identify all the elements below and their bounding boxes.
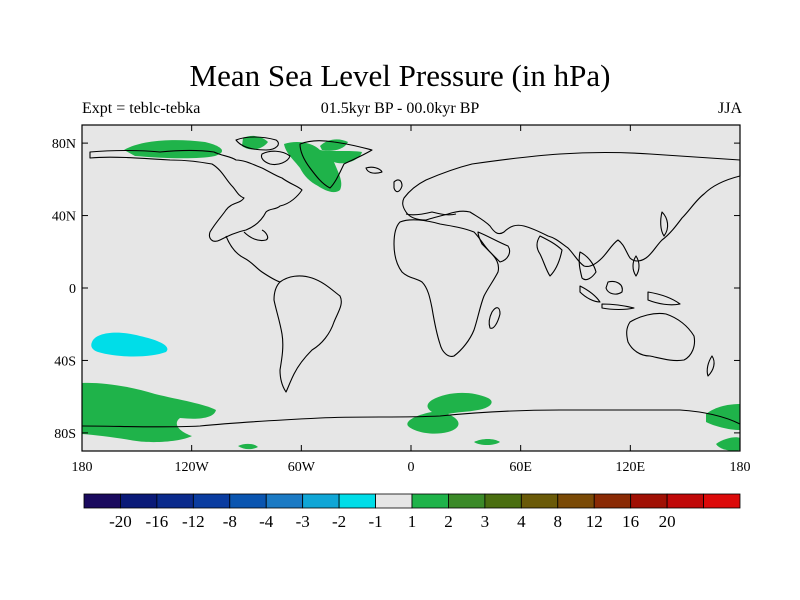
colorbar-label: 16 (622, 512, 639, 531)
coastline-arabia (477, 231, 511, 263)
colorbar-swatch (265, 493, 304, 509)
coastline-south-america (273, 275, 342, 393)
x-tick-label: 60W (288, 460, 316, 475)
coastline-sumatra (579, 285, 601, 303)
colorbar-label: 4 (517, 512, 526, 531)
colorbar-label: 8 (554, 512, 563, 531)
colorbar-swatch (302, 493, 340, 509)
coastline-new-guinea (647, 291, 681, 306)
colorbar-swatch (375, 493, 413, 509)
coastline-antarctica (81, 409, 741, 428)
y-tick-label: 40S (54, 354, 76, 369)
anomaly-layer (82, 135, 740, 451)
coastline-eurasia (402, 151, 741, 268)
colorbar-swatch (520, 493, 559, 509)
x-tick-label: 120E (616, 460, 646, 475)
coastline-africa (393, 219, 500, 357)
anomaly-region-arctic-islands (242, 135, 268, 150)
colorbar-label: -3 (296, 512, 310, 531)
colorbar-swatch (229, 493, 267, 509)
y-tick-label: 0 (69, 282, 76, 297)
colorbar-swatch (120, 493, 158, 509)
anomaly-region-greenland-north (320, 139, 348, 151)
coastline-gulf (243, 229, 269, 242)
colorbar-label: -8 (223, 512, 237, 531)
coastline-india (536, 235, 563, 277)
colorbar-label: -16 (146, 512, 169, 531)
colorbar: -20 -16 -12 -8 -4 -3 -2 -1 1 2 3 4 8 12 16 20 (83, 493, 741, 531)
colorbar-swatch (484, 493, 522, 509)
anomaly-region-arctic-north-america (124, 140, 223, 159)
anomaly-region-indian-ocean-patch (474, 439, 500, 445)
x-tick-label: 0 (408, 460, 415, 475)
coastline-greenland (299, 140, 373, 189)
coastline-baffin (260, 150, 291, 166)
coastline-central-america (225, 235, 281, 283)
y-tick-label: 80S (54, 427, 76, 442)
coastline-philippines (632, 255, 640, 277)
colorbar-swatch (156, 493, 194, 509)
colorbar-label: -2 (332, 512, 346, 531)
colorbar-label: 2 (444, 512, 453, 531)
anomaly-region-antarctic-patch (238, 443, 258, 450)
colorbar-label: -4 (259, 512, 274, 531)
colorbar-label: -1 (368, 512, 382, 531)
colorbar-swatch (703, 493, 741, 509)
coastline-java (601, 303, 635, 311)
coastline-north-america (89, 149, 303, 242)
period-label: 01.5kyr BP - 00.0kyr BP (320, 100, 480, 117)
coastline-madagascar (488, 307, 501, 329)
coastline-australia (626, 312, 696, 362)
colorbar-label: -20 (109, 512, 132, 531)
y-tick-label: 80N (52, 137, 76, 152)
coastline-mediterranean (405, 211, 457, 216)
map-ocean-background (82, 125, 740, 451)
y-axis: 80N 40N 0 40S 80S (52, 137, 740, 442)
colorbar-swatch (630, 493, 668, 509)
coastline-new-zealand (706, 355, 715, 377)
colorbar-swatch (83, 493, 121, 509)
colorbar-label: 20 (659, 512, 676, 531)
experiment-label: Expt = teblc-tebka (82, 100, 201, 117)
colorbar-swatch (411, 493, 449, 509)
coastline-arctic-islands (235, 136, 279, 151)
coastlines (81, 136, 741, 428)
x-tick-label: 180 (730, 460, 751, 475)
x-tick-label: 120W (175, 460, 210, 475)
coastline-borneo (605, 280, 623, 295)
colorbar-swatch (593, 493, 632, 509)
anomaly-region-southern-ocean-pacific (82, 382, 216, 443)
x-axis: 180 120W 60W 0 60E 120E 180 (72, 125, 751, 475)
colorbar-swatch (448, 493, 486, 509)
coastline-britain (393, 179, 403, 193)
colorbar-label: -12 (182, 512, 205, 531)
season-label: JJA (717, 100, 742, 117)
colorbar-label: 3 (481, 512, 490, 531)
coastline-japan (660, 211, 669, 237)
anomaly-region-south-pacific-midlat (91, 332, 168, 357)
x-tick-label: 60E (509, 460, 532, 475)
x-tick-label: 180 (72, 460, 93, 475)
anomaly-region-southern-ocean-atlantic (407, 392, 492, 434)
coastline-iceland (365, 166, 383, 174)
anomaly-region-north-atlantic-greenland (284, 142, 362, 193)
colorbar-swatch (192, 493, 231, 509)
colorbar-swatch (666, 493, 704, 509)
map-title: Mean Sea Level Pressure (in hPa) (189, 58, 611, 93)
colorbar-label: 12 (586, 512, 603, 531)
coastline-indochina (578, 251, 597, 281)
anomaly-region-southern-ocean-east (716, 437, 740, 451)
colorbar-swatch (338, 493, 376, 509)
colorbar-swatch (557, 493, 595, 509)
y-tick-label: 40N (52, 210, 76, 225)
colorbar-label: 1 (408, 512, 417, 531)
